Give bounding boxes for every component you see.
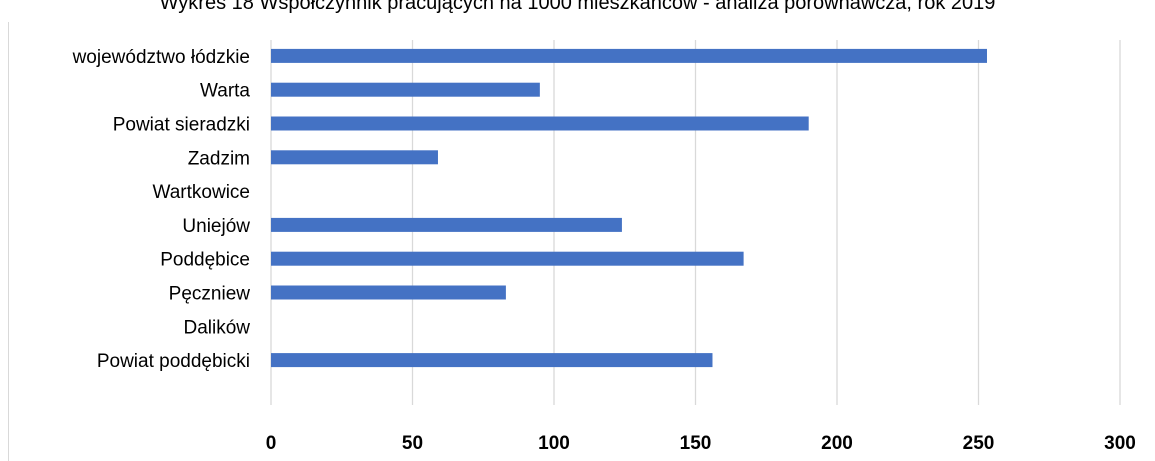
chart-frame-line [8,22,9,461]
category-label: Powiat sieradzki [113,115,250,136]
category-label: województwo łódzkie [72,47,250,68]
bar [271,353,713,368]
bar [271,251,744,266]
category-label: Powiat poddębicki [97,351,250,372]
bar [271,217,622,232]
x-tick-label-300: 300 [1104,433,1136,454]
category-label: Zadzim [188,148,250,169]
bar [271,150,438,165]
category-label: Wartkowice [153,182,250,203]
bars [271,48,987,368]
x-tick-label-150: 150 [680,433,712,454]
bar [271,116,809,131]
category-label: Dalików [183,317,250,338]
bar [271,82,540,97]
x-tick-labels: 0 50 100 150 200 250 300 [266,433,1136,454]
category-label: Uniejów [182,216,250,237]
x-tick-label-0: 0 [266,433,277,454]
bar [271,48,987,63]
x-tick-label-50: 50 [402,433,423,454]
x-tick-label-200: 200 [821,433,853,454]
category-labels: województwo łódzkie Warta Powiat sieradzki… [72,47,251,372]
x-tick-label-100: 100 [538,433,570,454]
category-label: Warta [200,81,250,102]
chart-title: Wykres 18 Współczynnik pracujących na 10… [159,0,996,14]
category-label: Pęczniew [169,284,251,305]
bar [271,285,506,300]
x-tick-label-250: 250 [963,433,995,454]
category-label: Poddębice [160,250,250,271]
